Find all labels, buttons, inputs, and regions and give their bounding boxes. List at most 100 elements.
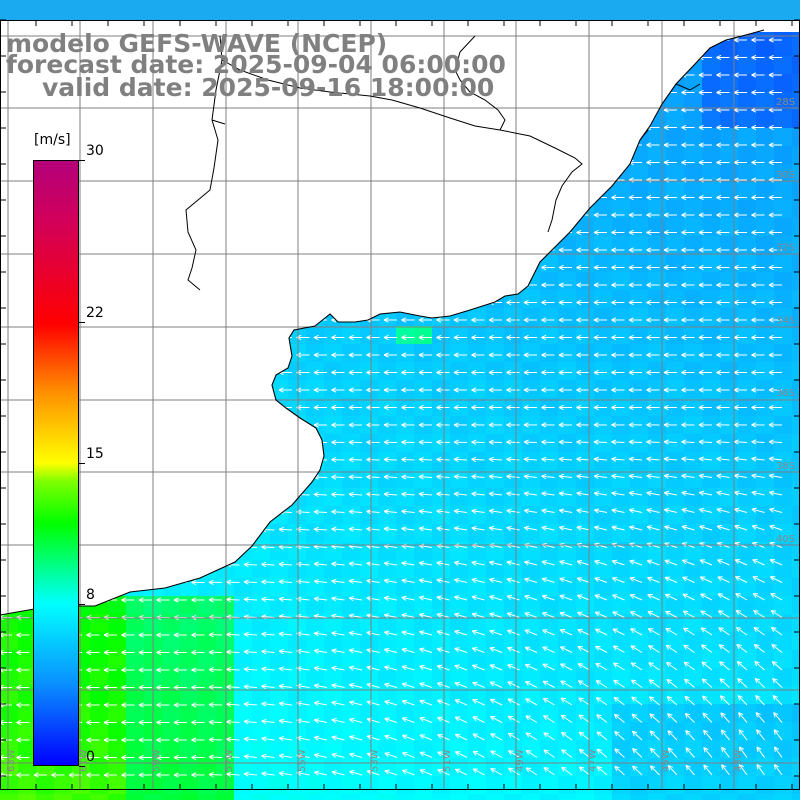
- wind-cell: [756, 56, 774, 74]
- wind-cell: [162, 740, 180, 758]
- wind-cell: [720, 290, 738, 308]
- wind-cell: [198, 650, 216, 668]
- wind-cell: [540, 776, 558, 794]
- wind-cell: [630, 560, 648, 578]
- wind-cell: [342, 524, 360, 542]
- wind-cell: [216, 776, 234, 794]
- wind-cell: [396, 776, 414, 794]
- wind-cell: [738, 254, 756, 272]
- wind-cell: [108, 704, 126, 722]
- wind-cell: [684, 344, 702, 362]
- wind-cell: [630, 578, 648, 596]
- wind-cell: [630, 380, 648, 398]
- wind-cell: [738, 344, 756, 362]
- wind-cell: [0, 740, 18, 758]
- wind-cell: [486, 632, 504, 650]
- wind-cell: [558, 506, 576, 524]
- wind-cell: [162, 650, 180, 668]
- wind-cell: [450, 326, 468, 344]
- wind-cell: [576, 326, 594, 344]
- wind-cell: [756, 344, 774, 362]
- wind-cell: [450, 650, 468, 668]
- colorbar-tick-label: 8: [86, 587, 95, 604]
- wind-cell: [684, 362, 702, 380]
- wind-cell: [540, 740, 558, 758]
- colorbar-tick: [79, 321, 85, 323]
- wind-cell: [432, 380, 450, 398]
- wind-cell: [396, 578, 414, 596]
- wind-cell: [630, 362, 648, 380]
- wind-cell: [792, 704, 800, 722]
- wind-cell: [792, 290, 800, 308]
- wind-cell: [666, 542, 684, 560]
- wind-cell: [504, 650, 522, 668]
- wind-cell: [288, 380, 306, 398]
- wind-cell: [108, 776, 126, 794]
- wind-cell: [540, 614, 558, 632]
- wind-cell: [738, 488, 756, 506]
- wind-cell: [162, 614, 180, 632]
- wind-cell: [540, 470, 558, 488]
- wind-cell: [450, 344, 468, 362]
- wind-cell: [666, 740, 684, 758]
- wind-cell: [0, 632, 18, 650]
- wind-cell: [792, 524, 800, 542]
- wind-cell: [630, 200, 648, 218]
- wind-cell: [756, 542, 774, 560]
- wind-cell: [666, 164, 684, 182]
- wind-cell: [684, 74, 702, 92]
- wind-cell: [522, 560, 540, 578]
- wind-cell: [504, 722, 522, 740]
- wind-cell: [792, 578, 800, 596]
- wind-cell: [198, 758, 216, 776]
- wind-cell: [666, 218, 684, 236]
- wind-cell: [738, 668, 756, 686]
- wind-cell: [486, 614, 504, 632]
- wind-cell: [486, 326, 504, 344]
- wind-cell: [288, 776, 306, 794]
- wind-cell: [216, 596, 234, 614]
- wind-cell: [612, 308, 630, 326]
- wind-cell: [540, 380, 558, 398]
- wind-cell: [108, 722, 126, 740]
- wind-cell: [216, 794, 234, 800]
- wind-cell: [450, 668, 468, 686]
- wind-cell: [396, 686, 414, 704]
- wind-cell: [252, 650, 270, 668]
- wind-cell: [756, 398, 774, 416]
- wind-cell: [432, 668, 450, 686]
- wind-cell: [378, 704, 396, 722]
- wind-cell: [252, 740, 270, 758]
- wind-cell: [198, 686, 216, 704]
- wind-cell: [396, 326, 414, 344]
- wind-cell: [630, 686, 648, 704]
- wind-cell: [702, 542, 720, 560]
- wind-cell: [792, 758, 800, 776]
- wind-cell: [702, 290, 720, 308]
- wind-cell: [396, 596, 414, 614]
- wind-cell: [450, 452, 468, 470]
- wind-cell: [630, 326, 648, 344]
- wind-cell: [270, 650, 288, 668]
- wind-arrow: [733, 54, 747, 61]
- wind-cell: [216, 668, 234, 686]
- wind-cell: [198, 596, 216, 614]
- wind-cell: [666, 272, 684, 290]
- wind-cell: [234, 704, 252, 722]
- wind-cell: [756, 470, 774, 488]
- wind-cell: [180, 650, 198, 668]
- wind-cell: [522, 506, 540, 524]
- wind-cell: [684, 236, 702, 254]
- wind-cell: [666, 488, 684, 506]
- lon-label: 43W: [733, 749, 744, 772]
- wind-cell: [702, 362, 720, 380]
- wind-cell: [468, 758, 486, 776]
- wind-cell: [558, 254, 576, 272]
- wind-cell: [486, 578, 504, 596]
- wind-cell: [234, 578, 252, 596]
- lon-label: 51W: [442, 749, 453, 772]
- wind-cell: [540, 632, 558, 650]
- wind-cell: [504, 470, 522, 488]
- wind-cell: [270, 686, 288, 704]
